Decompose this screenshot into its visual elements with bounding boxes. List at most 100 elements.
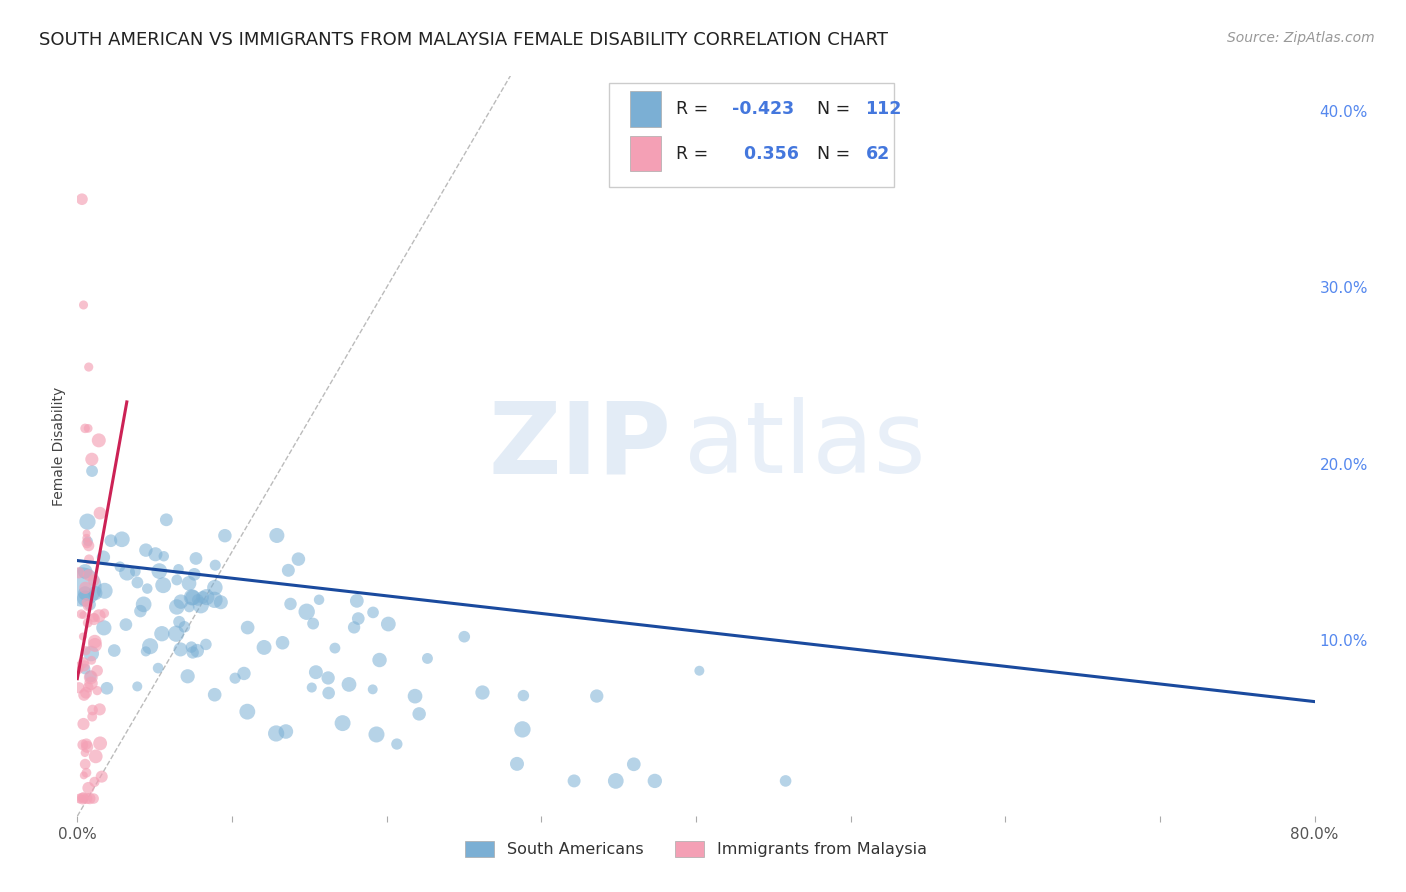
Text: 0.356: 0.356 bbox=[733, 145, 799, 162]
Point bbox=[316, 671, 339, 685]
Point bbox=[404, 689, 426, 703]
Point bbox=[347, 611, 370, 625]
Point bbox=[77, 421, 100, 435]
Point bbox=[453, 630, 475, 644]
Y-axis label: Female Disability: Female Disability bbox=[52, 386, 66, 506]
Point bbox=[83, 612, 105, 626]
Point bbox=[75, 662, 96, 676]
Point bbox=[72, 791, 94, 805]
Point bbox=[173, 620, 195, 634]
Point bbox=[295, 605, 318, 619]
Point bbox=[343, 620, 366, 634]
Point bbox=[512, 689, 534, 703]
Point bbox=[179, 600, 201, 615]
Point bbox=[72, 630, 94, 644]
Point bbox=[167, 562, 190, 576]
Point bbox=[233, 666, 256, 681]
Text: ZIP: ZIP bbox=[488, 398, 671, 494]
Point bbox=[644, 773, 666, 788]
Point bbox=[72, 298, 94, 312]
Point bbox=[100, 533, 122, 548]
Point bbox=[368, 653, 391, 667]
Point bbox=[152, 578, 174, 592]
Point bbox=[506, 756, 529, 771]
Point bbox=[204, 581, 226, 595]
Point bbox=[90, 770, 112, 784]
Point bbox=[76, 739, 98, 754]
Point bbox=[93, 621, 115, 635]
Point bbox=[72, 791, 94, 805]
Point bbox=[152, 549, 174, 564]
Point bbox=[129, 604, 152, 618]
Point bbox=[115, 617, 138, 632]
Point bbox=[214, 529, 236, 543]
Point bbox=[86, 683, 108, 698]
Point bbox=[96, 681, 118, 696]
Point bbox=[93, 583, 115, 598]
Point bbox=[195, 590, 218, 604]
Point bbox=[84, 586, 107, 600]
Point bbox=[77, 568, 100, 582]
Point bbox=[167, 615, 190, 629]
Point bbox=[274, 724, 297, 739]
Point bbox=[150, 626, 173, 640]
Point bbox=[236, 705, 259, 719]
Point bbox=[75, 565, 96, 579]
Point bbox=[72, 790, 94, 805]
Point bbox=[337, 677, 360, 691]
Point bbox=[277, 563, 299, 577]
Point bbox=[87, 608, 110, 623]
Point bbox=[84, 638, 107, 652]
Point bbox=[80, 676, 103, 690]
Point bbox=[280, 597, 302, 611]
Point bbox=[688, 664, 710, 678]
Point bbox=[139, 639, 162, 653]
Point bbox=[190, 599, 212, 613]
Point bbox=[305, 665, 328, 680]
Point bbox=[77, 599, 100, 613]
Point bbox=[89, 736, 111, 750]
Point bbox=[80, 653, 103, 667]
Point bbox=[77, 680, 100, 694]
Point bbox=[146, 661, 169, 675]
Point bbox=[585, 689, 607, 703]
Point bbox=[605, 773, 627, 788]
Point bbox=[93, 550, 115, 565]
Point bbox=[204, 688, 226, 702]
Point bbox=[180, 640, 202, 654]
Point bbox=[308, 592, 330, 607]
Text: -0.423: -0.423 bbox=[733, 100, 794, 118]
Point bbox=[76, 791, 98, 805]
Point bbox=[204, 592, 226, 607]
Point bbox=[72, 717, 94, 731]
Point bbox=[79, 598, 101, 612]
Point bbox=[177, 576, 200, 591]
Point bbox=[361, 682, 384, 697]
Text: R =: R = bbox=[676, 145, 714, 162]
Point bbox=[366, 727, 388, 741]
Point bbox=[73, 688, 96, 702]
Point bbox=[89, 702, 111, 716]
Point bbox=[176, 669, 198, 683]
Point bbox=[87, 434, 110, 448]
Point bbox=[187, 593, 209, 607]
Point bbox=[67, 566, 90, 580]
Text: 112: 112 bbox=[866, 100, 901, 118]
Point bbox=[73, 658, 96, 673]
Point bbox=[332, 716, 354, 731]
Point bbox=[75, 765, 97, 780]
Point bbox=[166, 599, 188, 614]
Point bbox=[471, 685, 494, 699]
Point bbox=[623, 757, 645, 772]
Point bbox=[181, 645, 204, 659]
Point bbox=[75, 737, 97, 751]
Point bbox=[70, 192, 93, 206]
Point bbox=[83, 775, 105, 789]
Point bbox=[224, 671, 246, 685]
Point bbox=[79, 791, 101, 805]
Point bbox=[236, 621, 259, 635]
Point bbox=[115, 566, 138, 580]
Point bbox=[111, 533, 134, 547]
Point bbox=[79, 669, 101, 683]
Point bbox=[83, 634, 105, 648]
